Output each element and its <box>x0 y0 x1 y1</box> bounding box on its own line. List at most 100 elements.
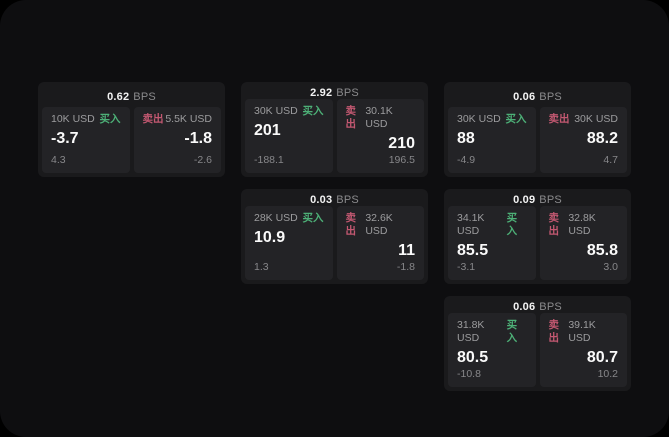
sell-amount: 39.1K USD <box>568 319 596 344</box>
buy-amount: 34.1K USD <box>457 212 485 237</box>
buy-quote-panel[interactable]: 10K USD 买入 -3.7 4.3 <box>42 107 130 173</box>
sell-amount: 30K USD <box>574 113 618 125</box>
bps-header: 0.06 BPS <box>448 300 627 313</box>
buy-delta: 4.3 <box>51 154 66 166</box>
buy-price: 80.5 <box>457 349 489 366</box>
sell-panel-header: 卖出 30K USD <box>549 113 619 126</box>
sell-delta: -2.6 <box>193 154 212 166</box>
sell-panel-header: 卖出 32.8K USD <box>549 212 619 238</box>
sell-amount: 30.1K USD <box>365 105 393 130</box>
bps-header: 0.09 BPS <box>448 193 627 206</box>
bps-header: 0.62 BPS <box>42 86 221 107</box>
sell-amount: 5.5K USD <box>165 113 212 125</box>
quote-panels: 10K USD 买入 -3.7 4.3 卖出 5.5K USD -1.8 -2.… <box>42 107 221 173</box>
sell-price: 85.8 <box>586 242 618 259</box>
buy-tag: 买入 <box>506 319 518 344</box>
sell-panel-header: 卖出 5.5K USD <box>143 113 213 126</box>
buy-amount: 30K USD <box>457 113 501 125</box>
sell-quote-panel[interactable]: 卖出 32.8K USD 85.8 3.0 <box>539 206 627 280</box>
sell-quote-panel[interactable]: 卖出 30K USD 88.2 4.7 <box>539 107 627 173</box>
bps-header: 0.03 BPS <box>245 193 424 206</box>
quote-card: 0.03 BPS 28K USD 买入 10.9 1.3 卖出 32.6K US… <box>241 189 428 284</box>
buy-quote-panel[interactable]: 34.1K USD 买入 85.5 -3.1 <box>448 206 536 280</box>
sell-quote-panel[interactable]: 卖出 30.1K USD 210 196.5 <box>336 99 424 173</box>
bps-value: 0.06 <box>513 300 536 313</box>
sell-quote-panel[interactable]: 卖出 39.1K USD 80.7 10.2 <box>539 313 627 387</box>
sell-tag: 卖出 <box>142 113 164 125</box>
quote-card: 0.62 BPS 10K USD 买入 -3.7 4.3 卖出 5.5K USD… <box>38 82 225 177</box>
buy-panel-header: 34.1K USD 买入 <box>457 212 527 238</box>
buy-delta: -188.1 <box>254 154 284 166</box>
sell-tag: 卖出 <box>548 113 570 125</box>
quote-card: 2.92 BPS 30K USD 买入 201 -188.1 卖出 30.1K … <box>241 82 428 177</box>
buy-price: 85.5 <box>457 242 489 259</box>
sell-panel-header: 卖出 32.6K USD <box>346 212 416 238</box>
bps-unit-label: BPS <box>336 193 359 206</box>
buy-price: 201 <box>254 122 281 139</box>
bps-value: 0.09 <box>513 193 536 206</box>
bps-value: 0.06 <box>513 90 536 103</box>
buy-price: 88 <box>457 130 475 147</box>
buy-delta: 1.3 <box>254 261 269 273</box>
buy-panel-header: 30K USD 买入 <box>254 105 324 118</box>
buy-quote-panel[interactable]: 31.8K USD 买入 80.5 -10.8 <box>448 313 536 387</box>
buy-quote-panel[interactable]: 30K USD 买入 201 -188.1 <box>245 99 333 173</box>
sell-panel-header: 卖出 39.1K USD <box>549 319 619 345</box>
sell-delta: 4.7 <box>603 154 618 166</box>
sell-amount: 32.8K USD <box>568 212 596 237</box>
sell-panel-header: 卖出 30.1K USD <box>346 105 416 131</box>
quote-card: 0.09 BPS 34.1K USD 买入 85.5 -3.1 卖出 32.8K… <box>444 189 631 284</box>
sell-delta: -1.8 <box>396 261 415 273</box>
bps-unit-label: BPS <box>133 90 156 103</box>
sell-quote-panel[interactable]: 卖出 5.5K USD -1.8 -2.6 <box>133 107 221 173</box>
sell-delta: 196.5 <box>388 154 415 166</box>
sell-tag: 卖出 <box>345 212 357 237</box>
bps-value: 0.62 <box>107 90 130 103</box>
buy-tag: 买入 <box>505 113 527 125</box>
sell-delta: 3.0 <box>603 261 618 273</box>
buy-price: -3.7 <box>51 130 79 147</box>
sell-tag: 卖出 <box>548 212 560 237</box>
buy-quote-panel[interactable]: 28K USD 买入 10.9 1.3 <box>245 206 333 280</box>
bps-unit-label: BPS <box>539 90 562 103</box>
buy-tag: 买入 <box>302 212 324 224</box>
buy-quote-panel[interactable]: 30K USD 买入 88 -4.9 <box>448 107 536 173</box>
bps-unit-label: BPS <box>539 193 562 206</box>
buy-panel-header: 10K USD 买入 <box>51 113 121 126</box>
buy-tag: 买入 <box>506 212 518 237</box>
bps-unit-label: BPS <box>336 86 359 99</box>
quote-panels: 30K USD 买入 201 -188.1 卖出 30.1K USD 210 1… <box>245 99 424 173</box>
quote-panels: 31.8K USD 买入 80.5 -10.8 卖出 39.1K USD 80.… <box>448 313 627 387</box>
buy-panel-header: 30K USD 买入 <box>457 113 527 126</box>
quote-panels: 30K USD 买入 88 -4.9 卖出 30K USD 88.2 4.7 <box>448 107 627 173</box>
bps-unit-label: BPS <box>539 300 562 313</box>
buy-delta: -4.9 <box>457 154 476 166</box>
sell-price: -1.8 <box>184 130 212 147</box>
buy-panel-header: 31.8K USD 买入 <box>457 319 527 345</box>
bps-header: 2.92 BPS <box>245 86 424 99</box>
quote-panels: 28K USD 买入 10.9 1.3 卖出 32.6K USD 11 -1.8 <box>245 206 424 280</box>
quote-cards-grid: 0.62 BPS 10K USD 买入 -3.7 4.3 卖出 5.5K USD… <box>38 82 631 391</box>
buy-tag: 买入 <box>302 105 324 117</box>
buy-price: 10.9 <box>254 229 286 246</box>
sell-quote-panel[interactable]: 卖出 32.6K USD 11 -1.8 <box>336 206 424 280</box>
sell-delta: 10.2 <box>597 368 618 380</box>
bps-value: 0.03 <box>310 193 333 206</box>
buy-amount: 28K USD <box>254 212 298 224</box>
sell-price: 80.7 <box>586 349 618 366</box>
buy-amount: 10K USD <box>51 113 95 125</box>
sell-amount: 32.6K USD <box>365 212 393 237</box>
sell-price: 11 <box>398 242 415 259</box>
bps-value: 2.92 <box>310 86 333 99</box>
quote-panels: 34.1K USD 买入 85.5 -3.1 卖出 32.8K USD 85.8… <box>448 206 627 280</box>
quote-card: 0.06 BPS 31.8K USD 买入 80.5 -10.8 卖出 39.1… <box>444 296 631 391</box>
buy-tag: 买入 <box>99 113 121 125</box>
quote-card: 0.06 BPS 30K USD 买入 88 -4.9 卖出 30K USD 8… <box>444 82 631 177</box>
sell-price: 210 <box>388 135 415 152</box>
buy-amount: 30K USD <box>254 105 298 117</box>
buy-delta: -10.8 <box>457 368 481 380</box>
sell-tag: 卖出 <box>548 319 560 344</box>
buy-amount: 31.8K USD <box>457 319 485 344</box>
bps-header: 0.06 BPS <box>448 86 627 107</box>
